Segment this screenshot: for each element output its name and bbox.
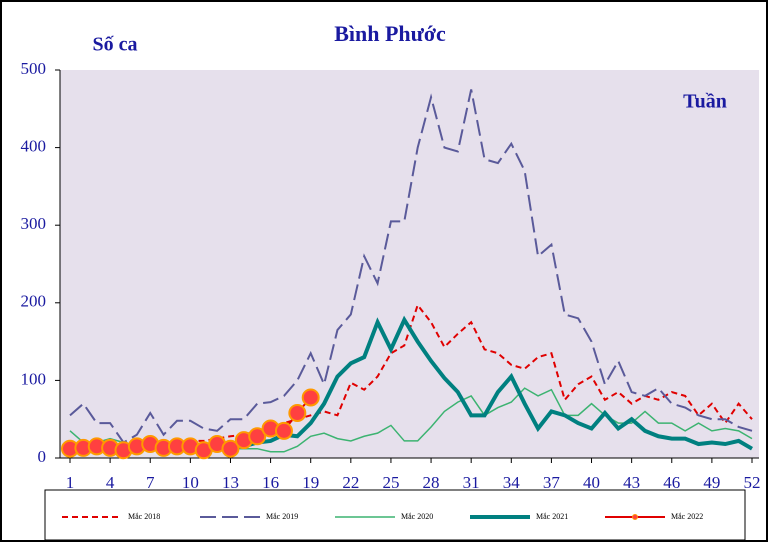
x-tick-label: 19 <box>302 473 319 492</box>
data-point <box>288 403 307 422</box>
x-tick-label: 49 <box>703 473 720 492</box>
data-point <box>274 421 293 440</box>
x-tick-label: 1 <box>66 473 75 492</box>
x-tick-label: 46 <box>663 473 680 492</box>
x-tick-label: 4 <box>106 473 115 492</box>
series-line <box>69 89 753 444</box>
legend-marker <box>632 514 638 520</box>
x-tick-label: 34 <box>503 473 521 492</box>
legend-label: Mắc 2022 <box>671 512 703 521</box>
chart-title: Bình Phước <box>334 21 446 46</box>
y-tick-label: 500 <box>21 59 47 78</box>
legend-label: Mắc 2019 <box>266 512 298 521</box>
y-axis-label: Số ca <box>93 34 138 56</box>
x-tick-label: 52 <box>744 473 761 492</box>
x-tick-label: 16 <box>262 473 279 492</box>
plot-area <box>60 70 759 458</box>
x-tick-label: 13 <box>222 473 239 492</box>
y-tick-label: 300 <box>21 214 47 233</box>
legend <box>44 489 746 541</box>
x-tick-label: 7 <box>146 473 155 492</box>
x-tick-label: 25 <box>382 473 399 492</box>
x-tick-label: 31 <box>463 473 480 492</box>
legend-label: Mắc 2021 <box>536 512 568 521</box>
y-tick-label: 100 <box>21 369 47 388</box>
y-tick-label: 200 <box>21 292 47 311</box>
data-point <box>248 427 267 446</box>
x-tick-label: 22 <box>342 473 359 492</box>
x-tick-label: 40 <box>583 473 600 492</box>
legend-label: Mắc 2018 <box>128 512 160 521</box>
y-tick-label: 400 <box>21 137 47 156</box>
y-tick-label: 0 <box>38 447 47 466</box>
data-point <box>301 388 320 407</box>
x-axis-label: Tuần <box>683 91 727 113</box>
legend-label: Mắc 2020 <box>401 512 433 521</box>
x-tick-label: 37 <box>543 473 561 492</box>
x-tick-label: 43 <box>623 473 640 492</box>
x-tick-label: 28 <box>423 473 440 492</box>
data-point <box>221 439 240 458</box>
x-tick-label: 10 <box>182 473 199 492</box>
